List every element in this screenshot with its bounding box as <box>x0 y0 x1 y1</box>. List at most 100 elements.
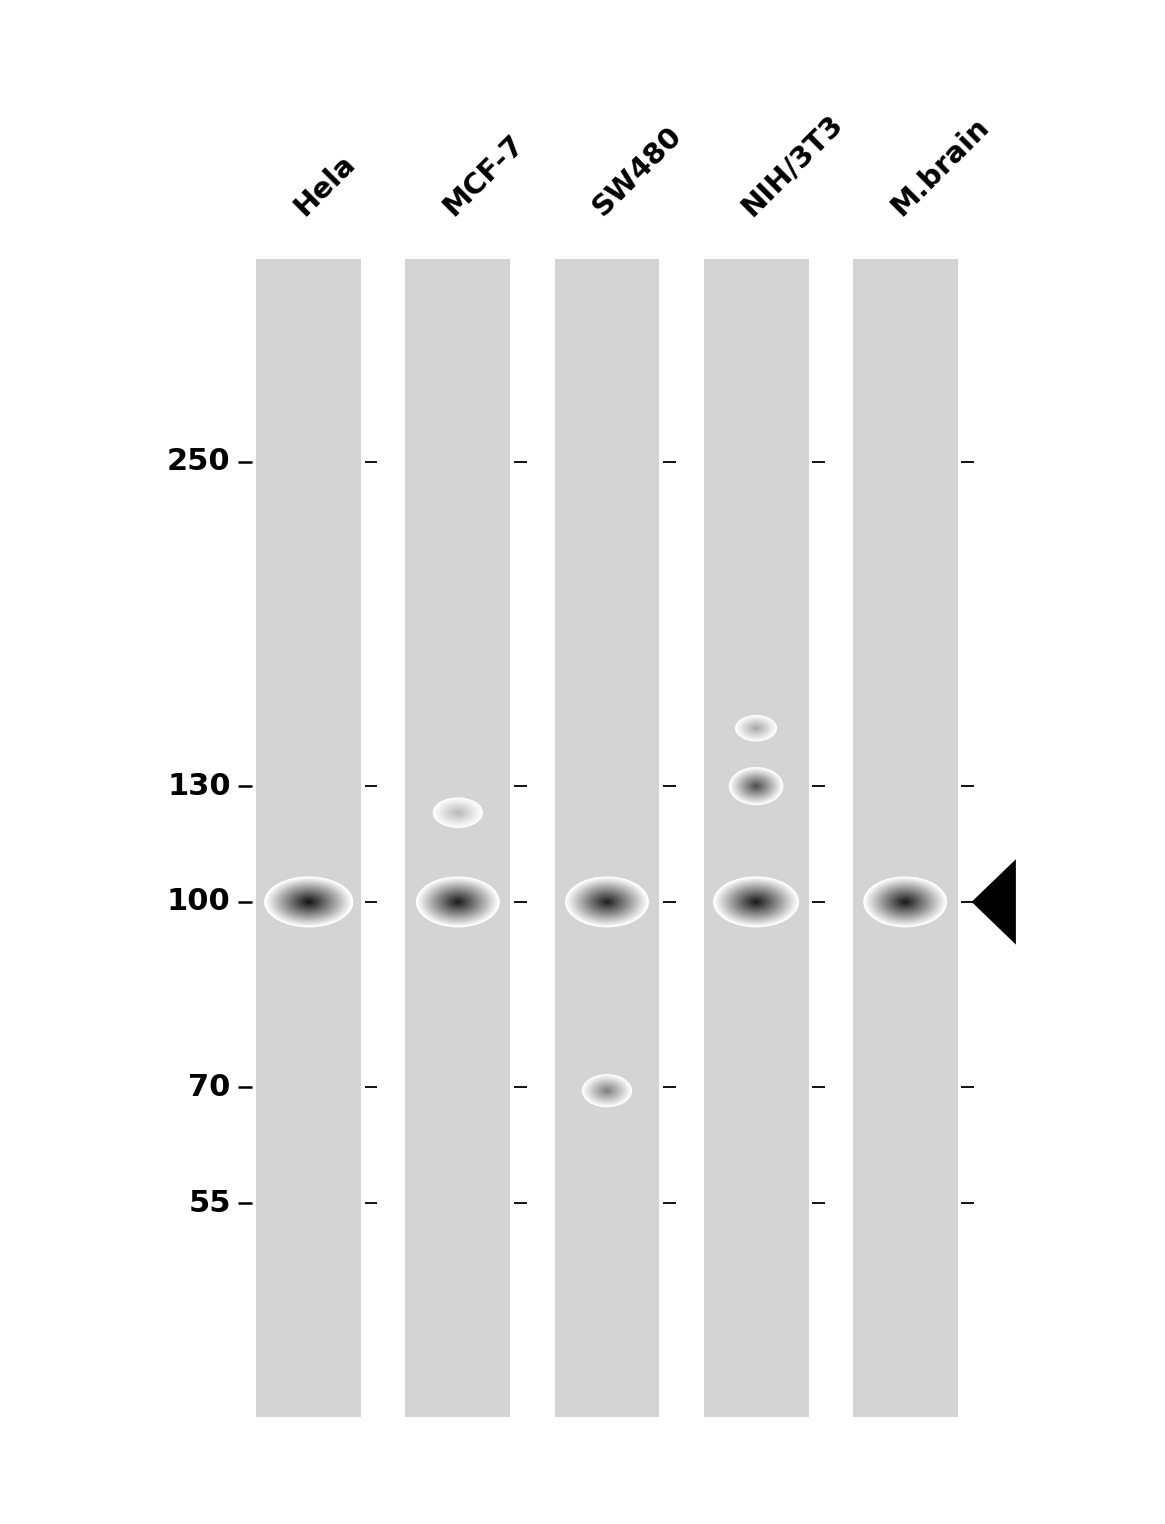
Ellipse shape <box>901 899 910 904</box>
Ellipse shape <box>437 888 479 914</box>
Ellipse shape <box>302 898 316 905</box>
Ellipse shape <box>603 1088 610 1093</box>
Ellipse shape <box>601 1087 613 1094</box>
Ellipse shape <box>273 881 345 922</box>
Ellipse shape <box>903 901 908 904</box>
Ellipse shape <box>751 783 761 789</box>
Ellipse shape <box>449 808 467 818</box>
Ellipse shape <box>750 782 762 789</box>
Polygon shape <box>972 860 1016 945</box>
Ellipse shape <box>741 719 771 738</box>
Ellipse shape <box>605 1090 609 1093</box>
Ellipse shape <box>863 876 947 928</box>
Ellipse shape <box>442 892 474 911</box>
Ellipse shape <box>882 888 929 916</box>
Ellipse shape <box>740 774 772 797</box>
Ellipse shape <box>439 890 476 913</box>
Ellipse shape <box>890 893 920 911</box>
Ellipse shape <box>426 882 489 920</box>
Ellipse shape <box>433 799 482 828</box>
Ellipse shape <box>741 776 771 797</box>
Ellipse shape <box>588 1079 626 1103</box>
Ellipse shape <box>742 719 770 736</box>
Ellipse shape <box>748 722 764 733</box>
Ellipse shape <box>299 896 318 907</box>
Ellipse shape <box>742 777 770 796</box>
Ellipse shape <box>447 806 468 818</box>
Ellipse shape <box>446 806 469 820</box>
Ellipse shape <box>296 895 322 910</box>
Ellipse shape <box>291 892 326 911</box>
Ellipse shape <box>733 770 779 802</box>
Ellipse shape <box>589 1079 624 1102</box>
Ellipse shape <box>754 785 758 788</box>
Ellipse shape <box>442 803 474 823</box>
Ellipse shape <box>718 879 795 925</box>
Ellipse shape <box>871 881 939 922</box>
Ellipse shape <box>588 890 626 913</box>
Ellipse shape <box>264 876 353 928</box>
Ellipse shape <box>713 876 799 928</box>
Ellipse shape <box>878 885 932 919</box>
Ellipse shape <box>730 768 782 805</box>
Ellipse shape <box>735 771 777 800</box>
Ellipse shape <box>753 725 760 730</box>
Ellipse shape <box>751 725 762 732</box>
Ellipse shape <box>453 809 463 815</box>
Ellipse shape <box>416 876 500 928</box>
Ellipse shape <box>739 892 774 911</box>
Ellipse shape <box>584 888 630 916</box>
Ellipse shape <box>741 718 771 738</box>
Ellipse shape <box>429 884 487 920</box>
Ellipse shape <box>749 782 763 791</box>
Ellipse shape <box>440 802 475 823</box>
Ellipse shape <box>746 721 767 735</box>
Bar <box>256 259 361 1417</box>
Ellipse shape <box>721 881 791 922</box>
Ellipse shape <box>591 1081 623 1102</box>
Text: 55: 55 <box>189 1189 231 1218</box>
Ellipse shape <box>728 885 784 919</box>
Ellipse shape <box>726 884 786 920</box>
Ellipse shape <box>586 888 628 914</box>
Ellipse shape <box>743 777 769 794</box>
Ellipse shape <box>746 896 767 908</box>
Ellipse shape <box>746 779 767 794</box>
Ellipse shape <box>715 878 797 927</box>
Ellipse shape <box>450 896 466 907</box>
Ellipse shape <box>748 780 764 792</box>
Ellipse shape <box>587 1077 627 1103</box>
Ellipse shape <box>445 895 471 910</box>
Ellipse shape <box>751 725 761 732</box>
Ellipse shape <box>432 797 483 828</box>
Ellipse shape <box>754 901 758 904</box>
Ellipse shape <box>418 878 497 927</box>
Ellipse shape <box>270 881 347 924</box>
Bar <box>555 259 659 1417</box>
Ellipse shape <box>869 881 941 924</box>
Ellipse shape <box>889 892 922 911</box>
Ellipse shape <box>892 895 918 910</box>
Ellipse shape <box>732 770 781 803</box>
Ellipse shape <box>599 896 615 907</box>
Ellipse shape <box>747 722 765 735</box>
Ellipse shape <box>743 721 769 736</box>
Ellipse shape <box>591 892 623 911</box>
Ellipse shape <box>438 800 478 824</box>
Ellipse shape <box>306 901 311 904</box>
Ellipse shape <box>600 1085 614 1096</box>
Ellipse shape <box>596 896 617 908</box>
Bar <box>405 259 510 1417</box>
Text: NIH/3T3: NIH/3T3 <box>736 108 848 221</box>
Ellipse shape <box>576 882 638 920</box>
Ellipse shape <box>269 879 348 925</box>
Ellipse shape <box>267 878 351 927</box>
Ellipse shape <box>422 881 494 924</box>
Ellipse shape <box>284 888 333 916</box>
Text: MCF-7: MCF-7 <box>438 130 530 221</box>
Ellipse shape <box>605 901 609 904</box>
Ellipse shape <box>287 888 331 914</box>
Ellipse shape <box>585 1076 629 1105</box>
Bar <box>853 259 958 1417</box>
Ellipse shape <box>280 885 338 919</box>
